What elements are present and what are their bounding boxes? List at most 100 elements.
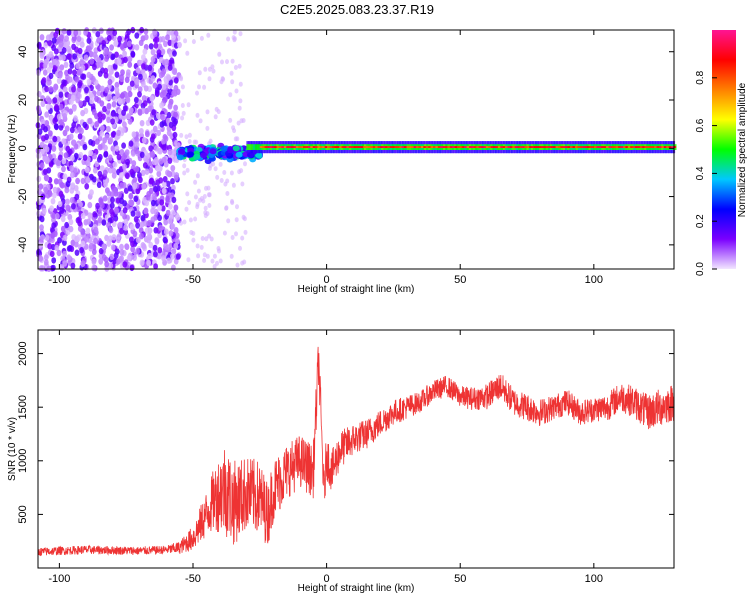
heatmap-cell xyxy=(226,218,231,224)
heatmap-cell xyxy=(175,253,181,260)
heatmap-cell xyxy=(204,236,209,242)
heatmap-cell xyxy=(73,241,79,248)
heatmap-cell xyxy=(74,235,79,243)
heatmap-cell xyxy=(394,146,398,148)
heatmap-cell xyxy=(58,124,64,131)
heatmap-cell xyxy=(64,35,69,42)
x-tick-label: 0 xyxy=(324,573,330,585)
heatmap-cell xyxy=(122,121,127,128)
heatmap-cell xyxy=(663,146,667,148)
heatmap-cell xyxy=(197,84,201,90)
heatmap-cell xyxy=(152,125,158,133)
heatmap-cell xyxy=(555,146,559,148)
heatmap-cell xyxy=(157,247,163,254)
heatmap-cell xyxy=(375,146,378,148)
heatmap-cell xyxy=(63,61,69,68)
heatmap-cell xyxy=(111,172,117,179)
x-tick-label: 100 xyxy=(585,573,603,585)
heatmap-cell xyxy=(147,105,153,113)
heatmap-cell xyxy=(471,146,474,148)
heatmap-cell xyxy=(380,146,383,148)
heatmap-cell xyxy=(133,216,139,223)
heatmap-cell xyxy=(141,63,146,70)
heatmap-cell xyxy=(151,109,157,116)
heatmap-cell xyxy=(524,146,527,148)
y-tick-label: 1000 xyxy=(17,449,29,473)
heatmap-cell xyxy=(283,146,287,148)
heatmap-cell xyxy=(66,254,72,261)
heatmap-cell xyxy=(138,39,144,46)
heatmap-cell xyxy=(97,117,103,124)
heatmap-cell xyxy=(623,146,626,148)
heatmap-cell xyxy=(91,109,97,116)
heatmap-cell xyxy=(300,146,304,148)
heatmap-cell xyxy=(167,64,173,71)
heatmap-cell xyxy=(141,95,147,102)
heatmap-cell xyxy=(82,121,88,129)
heatmap-cell xyxy=(122,163,127,170)
heatmap-cell xyxy=(45,34,51,41)
heatmap-cell xyxy=(406,146,410,148)
heatmap-cell xyxy=(147,64,153,72)
heatmap-cell xyxy=(193,216,198,222)
heatmap-cell xyxy=(52,97,58,104)
heatmap-cell xyxy=(433,146,436,148)
heatmap-cell xyxy=(50,198,56,205)
heatmap-cell xyxy=(389,146,393,148)
heatmap-cell xyxy=(159,121,165,128)
heatmap-cell xyxy=(98,199,104,206)
heatmap-cell xyxy=(274,146,277,148)
heatmap-cell xyxy=(57,200,63,208)
heatmap-cell xyxy=(196,188,201,194)
y-tick-label: 40 xyxy=(17,46,29,58)
heatmap-cell xyxy=(165,34,170,41)
heatmap-cell xyxy=(121,109,126,116)
heatmap-cell xyxy=(167,103,173,110)
heatmap-cell xyxy=(142,48,148,55)
heatmap-cell xyxy=(51,153,57,160)
heatmap-cell xyxy=(166,129,172,137)
heatmap-cell xyxy=(610,146,614,148)
heatmap-cell xyxy=(143,85,149,92)
heatmap-cell xyxy=(162,236,168,244)
heatmap-cell xyxy=(173,77,179,84)
spectrogram-frame xyxy=(37,29,675,270)
heatmap-cell xyxy=(46,66,52,74)
heatmap-cell xyxy=(70,139,76,146)
heatmap-cell xyxy=(666,146,669,148)
heatmap-cell xyxy=(74,76,80,83)
heatmap-cell xyxy=(193,194,198,200)
heatmap-cell xyxy=(108,226,114,234)
heatmap-cell xyxy=(238,98,243,104)
heatmap-cell xyxy=(89,97,95,105)
heatmap-cell xyxy=(231,35,236,41)
heatmap-cell xyxy=(237,63,242,69)
heatmap-cell xyxy=(115,91,120,98)
x-tick-label: -100 xyxy=(48,274,70,286)
heatmap-cell xyxy=(152,244,158,252)
heatmap-cell xyxy=(44,111,50,118)
heatmap-cell xyxy=(154,237,160,244)
heatmap-cell xyxy=(418,146,422,148)
heatmap-cell xyxy=(179,132,184,138)
heatmap-cell xyxy=(310,146,313,148)
heatmap-cell xyxy=(360,146,364,148)
heatmap-cell xyxy=(110,196,115,204)
heatmap-cell xyxy=(248,144,252,150)
heatmap-cell xyxy=(144,199,150,207)
heatmap-cell xyxy=(126,254,132,262)
heatmap-cell xyxy=(531,146,535,148)
heatmap-cell xyxy=(36,175,42,183)
heatmap-cell xyxy=(656,146,660,148)
heatmap-cell xyxy=(79,58,85,65)
x-tick-label: 0 xyxy=(324,274,330,286)
heatmap-cell xyxy=(104,261,110,268)
heatmap-cell xyxy=(497,146,501,148)
heatmap-cell xyxy=(92,167,98,174)
heatmap-cell xyxy=(627,146,631,148)
heatmap-cell xyxy=(71,86,76,93)
heatmap-cell xyxy=(173,227,179,234)
heatmap-cell xyxy=(114,145,120,152)
heatmap-cell xyxy=(156,49,162,56)
heatmap-cell xyxy=(81,100,87,107)
